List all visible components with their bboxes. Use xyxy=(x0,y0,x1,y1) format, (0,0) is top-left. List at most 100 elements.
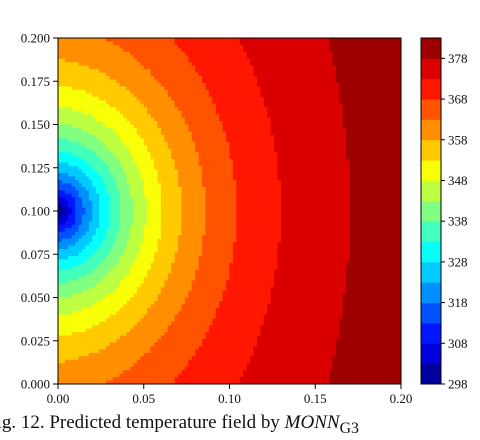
heatmap-cell xyxy=(164,363,169,368)
heatmap-cell xyxy=(136,242,141,247)
heatmap-cell xyxy=(171,238,176,243)
heatmap-cell xyxy=(64,103,69,108)
heatmap-cell xyxy=(160,172,165,177)
heatmap-cell xyxy=(195,259,200,264)
heatmap-cell xyxy=(164,86,169,91)
heatmap-cell xyxy=(140,307,145,312)
heatmap-cell xyxy=(226,141,231,146)
heatmap-cell xyxy=(212,314,217,319)
heatmap-cell xyxy=(82,217,87,222)
heatmap-cell xyxy=(95,328,100,333)
heatmap-cell xyxy=(174,134,179,139)
heatmap-cell xyxy=(178,172,183,177)
heatmap-cell xyxy=(164,131,169,136)
heatmap-cell xyxy=(102,314,107,319)
heatmap-cell xyxy=(202,211,207,216)
heatmap-cell xyxy=(181,373,186,378)
heatmap-cell xyxy=(171,211,176,216)
heatmap-cell xyxy=(99,117,104,122)
heatmap-cell xyxy=(143,238,148,243)
heatmap-cell xyxy=(140,373,145,378)
heatmap-cell xyxy=(109,162,114,167)
heatmap-cell xyxy=(188,352,193,357)
heatmap-cell xyxy=(184,335,189,340)
heatmap-cell xyxy=(143,228,148,233)
heatmap-cell xyxy=(143,352,148,357)
heatmap-cell xyxy=(58,318,63,323)
heatmap-cell xyxy=(208,103,213,108)
heatmap-cell xyxy=(99,266,104,271)
heatmap-cell xyxy=(191,255,196,261)
heatmap-cell xyxy=(181,138,186,143)
heatmap-cell xyxy=(85,283,90,288)
heatmap-cell xyxy=(92,266,97,271)
heatmap-cell xyxy=(157,373,162,378)
heatmap-cell xyxy=(143,342,148,347)
heatmap-cell xyxy=(188,255,193,261)
heatmap-cell xyxy=(95,349,100,354)
heatmap-cell xyxy=(85,148,90,153)
heatmap-cell xyxy=(99,262,104,267)
heatmap-cell xyxy=(198,283,203,288)
heatmap-cell xyxy=(116,342,121,347)
heatmap-cell xyxy=(61,96,66,101)
heatmap-cell xyxy=(106,283,111,288)
heatmap-cell xyxy=(205,262,210,267)
heatmap-cell xyxy=(198,356,203,361)
heatmap-cell xyxy=(195,86,200,91)
heatmap-cell xyxy=(226,79,231,84)
heatmap-cell xyxy=(140,65,145,70)
heatmap-cell xyxy=(109,69,114,74)
heatmap-cell xyxy=(181,93,186,98)
heatmap-cell xyxy=(71,300,76,306)
heatmap-cell xyxy=(82,72,87,77)
heatmap-cell xyxy=(116,276,121,281)
heatmap-cell xyxy=(130,255,135,261)
heatmap-cell xyxy=(215,332,220,337)
heatmap-cell xyxy=(71,304,76,309)
heatmap-cell xyxy=(226,124,231,129)
heatmap-cell xyxy=(126,304,131,309)
heatmap-cell xyxy=(136,238,141,243)
heatmap-cell xyxy=(171,190,176,195)
heatmap-cell xyxy=(147,145,152,150)
heatmap-cell xyxy=(198,138,203,143)
heatmap-cell xyxy=(116,62,121,67)
heatmap-cell xyxy=(88,342,93,347)
heatmap-cell xyxy=(75,72,80,77)
heatmap-cell xyxy=(167,349,172,354)
heatmap-cell xyxy=(215,294,220,299)
heatmap-cell xyxy=(95,377,100,382)
heatmap-cell xyxy=(130,266,135,271)
heatmap-cell xyxy=(164,100,169,105)
heatmap-cell xyxy=(212,38,217,43)
heatmap-cell xyxy=(188,325,193,330)
heatmap-cell xyxy=(164,366,169,371)
heatmap-cell xyxy=(157,259,162,264)
heatmap-cell xyxy=(160,179,165,184)
heatmap-cell xyxy=(71,224,76,229)
heatmap-cell xyxy=(222,55,227,60)
heatmap-cell xyxy=(133,339,138,344)
heatmap-cell xyxy=(178,276,183,281)
heatmap-cell xyxy=(188,207,193,212)
heatmap-cell xyxy=(106,117,111,122)
heatmap-cell xyxy=(78,152,83,157)
heatmap-cell xyxy=(78,107,83,112)
heatmap-cell xyxy=(112,114,117,119)
heatmap-cell xyxy=(133,82,138,88)
heatmap-cell xyxy=(205,231,210,236)
heatmap-cell xyxy=(85,51,90,56)
heatmap-cell xyxy=(215,356,220,361)
heatmap-cell xyxy=(226,300,231,306)
heatmap-cell xyxy=(143,89,148,94)
heatmap-cell xyxy=(136,44,141,49)
heatmap-cell xyxy=(64,377,69,382)
heatmap-cell xyxy=(212,207,217,212)
heatmap-cell xyxy=(85,152,90,157)
heatmap-cell xyxy=(68,307,73,312)
heatmap-cell xyxy=(99,193,104,198)
heatmap-cell xyxy=(143,121,148,126)
heatmap-cell xyxy=(195,117,200,122)
heatmap-cell xyxy=(198,214,203,219)
